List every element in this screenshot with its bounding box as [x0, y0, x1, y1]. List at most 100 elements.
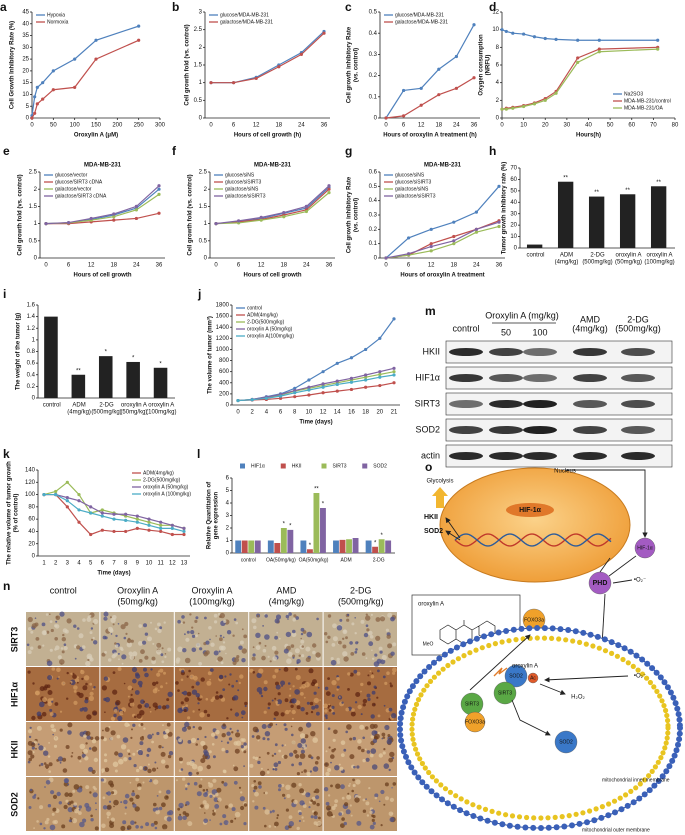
membrane-bead — [526, 625, 533, 632]
ihc-cell — [267, 737, 270, 741]
ihc-cell — [212, 778, 217, 783]
ihc-cell — [238, 645, 243, 650]
x-tick-label: 12 — [428, 263, 435, 269]
ihc-cell — [181, 615, 185, 619]
ihc-cell — [338, 812, 343, 816]
ihc-cell — [273, 752, 277, 756]
ihc-cell — [288, 694, 292, 697]
ihc-cell — [91, 769, 96, 775]
x-tick-label: 18 — [435, 123, 442, 129]
ihc-cell — [232, 695, 239, 701]
ihc-cell — [386, 634, 391, 639]
ihc-cell — [27, 616, 33, 623]
ihc-cell — [161, 759, 166, 764]
chart-title: MDA-MB-231 — [84, 163, 122, 169]
ihc-cell — [383, 748, 386, 751]
panel-label: o — [425, 460, 432, 474]
x-tick-label: 70 — [650, 123, 657, 129]
membrane-bead — [665, 722, 671, 729]
ihc-cell — [251, 735, 255, 738]
membrane-bead — [400, 748, 407, 755]
membrane-bead — [473, 647, 479, 653]
membrane-bead — [429, 774, 435, 780]
ihc-cell — [351, 708, 355, 712]
ihc-cell — [46, 660, 53, 667]
ihc-cell — [301, 771, 303, 773]
ihc-cell — [93, 686, 96, 689]
ihc-cell — [371, 649, 373, 651]
y-tick-label: 10 — [510, 234, 517, 240]
ihc-cell — [237, 689, 240, 692]
y-axis-label: (% of control) — [14, 494, 20, 533]
ihc-cell — [214, 620, 218, 624]
ihc-cell — [223, 820, 229, 826]
membrane-bead — [664, 712, 670, 719]
ihc-cell — [304, 734, 309, 739]
y-tick-label: 80 — [28, 504, 35, 510]
ihc-cell — [298, 761, 303, 766]
ihc-cell — [92, 618, 99, 625]
ihc-cell — [210, 642, 215, 647]
ihc-cell — [163, 734, 169, 740]
ihc-cell — [388, 768, 391, 772]
x-tick-label: control — [526, 253, 544, 259]
membrane-bead — [496, 810, 502, 816]
diagram-arrow — [612, 579, 633, 584]
y-axis-label: Cell growth fold (vs. control) — [18, 174, 24, 255]
ihc-cell — [276, 631, 279, 634]
ihc-cell — [82, 685, 88, 691]
ihc-cell — [355, 641, 359, 645]
bar — [300, 540, 307, 553]
ihc-cell — [380, 789, 385, 795]
ihc-cell — [264, 791, 268, 795]
ihc-cell — [347, 688, 350, 691]
ihc-cell — [316, 821, 322, 826]
ihc-cell — [193, 675, 198, 681]
y-axis-label: Cell growth inhibitory Rate — [347, 176, 353, 253]
bar — [339, 539, 346, 553]
ihc-cell — [240, 745, 244, 749]
legend-label: MDA-MB-231/control — [624, 98, 671, 104]
blot-row-label: HIF1α — [415, 372, 440, 382]
ihc-cell — [223, 782, 228, 787]
ihc-cell — [160, 685, 163, 689]
ihc-cell — [312, 801, 317, 805]
membrane-bead — [646, 787, 653, 794]
y-tick-label: 40 — [510, 200, 517, 206]
ihc-cell — [226, 741, 230, 744]
ihc-cell — [392, 782, 397, 786]
ihc-cell — [124, 621, 129, 627]
ihc-cell — [78, 633, 84, 639]
ihc-cell — [362, 698, 368, 704]
y-axis-label: Tumor growth inhibitory rate (%) — [502, 162, 508, 255]
y-tick-label: 0 — [32, 396, 36, 402]
ihc-cell — [295, 616, 299, 620]
membrane-bead — [627, 648, 634, 655]
ihc-cell — [84, 756, 89, 761]
ihc-cell — [278, 749, 282, 753]
ihc-cell — [202, 745, 208, 750]
significance-label: * — [380, 533, 383, 539]
y-tick-label: 1.5 — [194, 63, 203, 69]
legend-label: galactose/siSIRT3 — [225, 193, 266, 199]
ihc-cell — [334, 765, 340, 771]
ihc-image — [100, 611, 174, 666]
ihc-cell — [146, 753, 150, 757]
ihc-cell — [269, 660, 272, 663]
ihc-image — [26, 722, 100, 776]
ihc-cell — [241, 658, 246, 663]
ihc-cell — [158, 790, 162, 794]
ihc-cell — [268, 825, 272, 828]
ihc-cell — [310, 799, 314, 803]
ihc-cell — [387, 643, 393, 649]
ihc-cell — [42, 697, 48, 703]
ihc-cell — [391, 786, 393, 789]
x-tick-label: 200 — [112, 123, 123, 129]
legend-label: 2-DG(500mg/kg) — [247, 319, 285, 325]
ihc-cell — [306, 701, 310, 705]
ihc-cell — [297, 743, 303, 748]
column-label: AMD — [276, 585, 297, 595]
ihc-cell — [384, 681, 388, 686]
ihc-cell — [30, 646, 34, 650]
ihc-cell — [223, 619, 227, 624]
